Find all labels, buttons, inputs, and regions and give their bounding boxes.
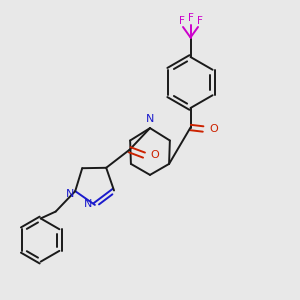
Text: O: O <box>150 150 159 160</box>
Text: N: N <box>66 188 74 199</box>
Text: N: N <box>146 114 154 124</box>
Text: N: N <box>84 199 92 209</box>
Text: F: F <box>188 13 194 23</box>
Text: O: O <box>209 124 218 134</box>
Text: F: F <box>196 16 202 26</box>
Text: F: F <box>178 16 184 26</box>
